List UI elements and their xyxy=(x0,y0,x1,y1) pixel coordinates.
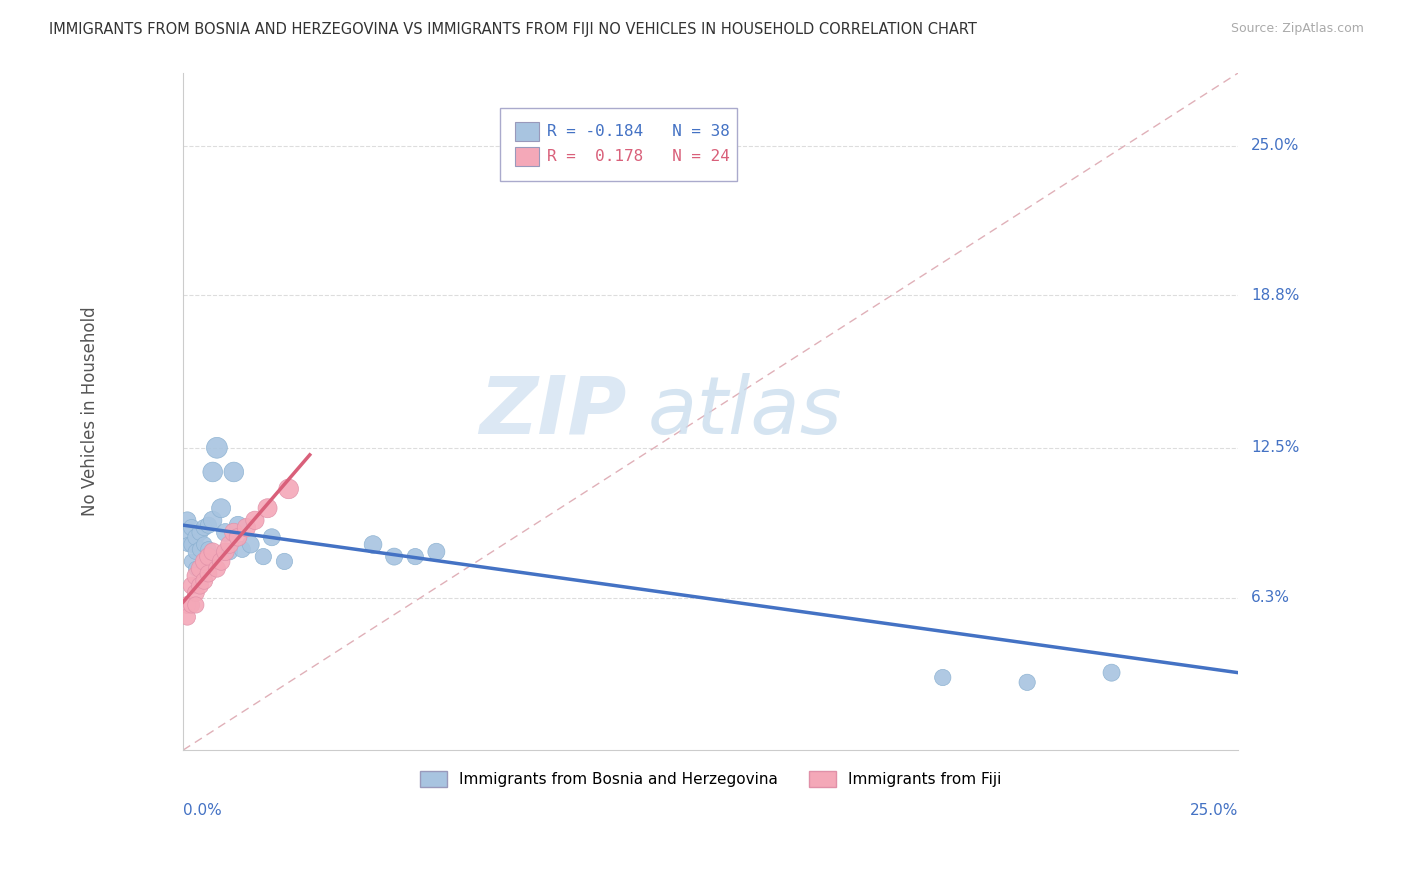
Point xyxy=(201,545,224,559)
Point xyxy=(256,501,278,516)
Point xyxy=(184,545,207,559)
Point xyxy=(226,518,249,533)
Point xyxy=(193,537,215,551)
Point xyxy=(197,566,219,581)
Point xyxy=(193,520,215,534)
Point xyxy=(1101,665,1123,680)
Text: ZIP: ZIP xyxy=(479,373,626,450)
FancyBboxPatch shape xyxy=(499,108,737,181)
Point xyxy=(382,549,405,564)
Point xyxy=(214,545,236,559)
Point xyxy=(184,569,207,583)
Point xyxy=(193,554,215,568)
Point xyxy=(197,559,219,574)
Point xyxy=(176,537,198,551)
Point xyxy=(180,537,202,551)
Point xyxy=(184,586,207,600)
Point xyxy=(180,520,202,534)
Text: IMMIGRANTS FROM BOSNIA AND HERZEGOVINA VS IMMIGRANTS FROM FIJI NO VEHICLES IN HO: IMMIGRANTS FROM BOSNIA AND HERZEGOVINA V… xyxy=(49,22,977,37)
Point xyxy=(193,574,215,588)
Point xyxy=(235,520,257,534)
Point xyxy=(176,610,198,624)
Legend: Immigrants from Bosnia and Herzegovina, Immigrants from Fiji: Immigrants from Bosnia and Herzegovina, … xyxy=(413,765,1008,793)
Text: 18.8%: 18.8% xyxy=(1251,288,1299,303)
Point xyxy=(176,513,198,527)
Point xyxy=(197,542,219,557)
Point xyxy=(188,562,211,576)
Point xyxy=(239,537,262,551)
Point xyxy=(222,465,245,479)
Point xyxy=(231,542,253,557)
Text: 12.5%: 12.5% xyxy=(1251,441,1299,455)
Point xyxy=(273,554,295,568)
Point xyxy=(243,513,266,527)
Point xyxy=(180,598,202,612)
Point xyxy=(209,501,232,516)
Point xyxy=(205,441,228,455)
Text: R =  0.178   N = 24: R = 0.178 N = 24 xyxy=(547,149,730,164)
FancyBboxPatch shape xyxy=(516,147,538,166)
Point xyxy=(214,525,236,540)
Point xyxy=(205,562,228,576)
Point xyxy=(226,530,249,544)
Point xyxy=(218,545,240,559)
Text: 6.3%: 6.3% xyxy=(1251,591,1289,605)
Point xyxy=(180,579,202,593)
Point xyxy=(193,559,215,574)
Point xyxy=(222,525,245,540)
Point xyxy=(184,598,207,612)
Point xyxy=(277,482,299,496)
Text: 0.0%: 0.0% xyxy=(183,804,222,818)
Point xyxy=(932,671,955,685)
Point xyxy=(180,554,202,568)
Point xyxy=(201,513,224,527)
Point xyxy=(260,530,283,544)
Point xyxy=(176,525,198,540)
Point xyxy=(197,549,219,564)
Text: 25.0%: 25.0% xyxy=(1251,138,1299,153)
Point xyxy=(201,465,224,479)
Text: Source: ZipAtlas.com: Source: ZipAtlas.com xyxy=(1230,22,1364,36)
Point xyxy=(188,525,211,540)
Point xyxy=(184,530,207,544)
Point xyxy=(188,562,211,576)
Point xyxy=(188,579,211,593)
Point xyxy=(197,518,219,533)
Point xyxy=(218,537,240,551)
Text: 25.0%: 25.0% xyxy=(1189,804,1239,818)
Text: No Vehicles in Household: No Vehicles in Household xyxy=(82,307,100,516)
Text: R = -0.184   N = 38: R = -0.184 N = 38 xyxy=(547,124,730,139)
FancyBboxPatch shape xyxy=(516,122,538,141)
Point xyxy=(361,537,384,551)
Point xyxy=(188,542,211,557)
Text: atlas: atlas xyxy=(647,373,842,450)
Point xyxy=(184,562,207,576)
Point xyxy=(176,598,198,612)
Point xyxy=(425,545,447,559)
Point xyxy=(404,549,426,564)
Point xyxy=(209,554,232,568)
Point xyxy=(252,549,274,564)
Point xyxy=(1017,675,1039,690)
